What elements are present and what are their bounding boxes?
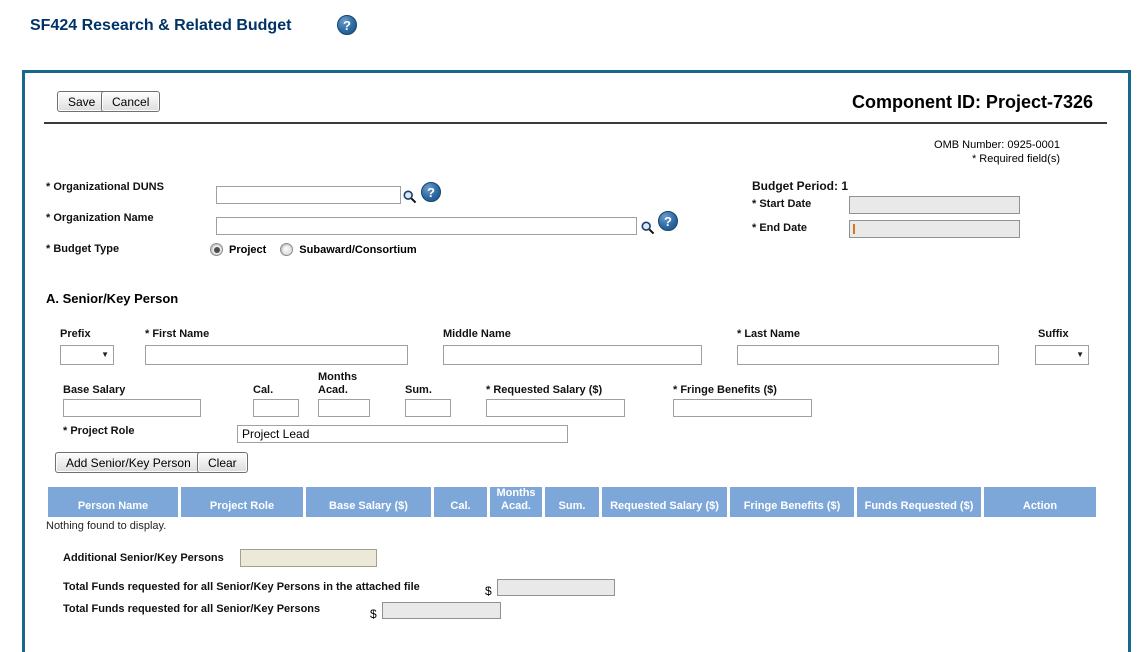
col-fringe-benefits: Fringe Benefits ($) [730,487,854,517]
suffix-select[interactable]: ▼ [1035,345,1089,365]
persons-table-header: Person Name Project Role Base Salary ($)… [48,487,1096,517]
col-sum: Sum. [545,487,599,517]
base-salary-label: Base Salary [63,384,126,396]
col-requested-salary: Requested Salary ($) [602,487,727,517]
cal-label: Cal. [253,384,274,396]
end-date-input[interactable] [849,220,1020,238]
text-cursor [853,224,855,234]
acad-label: Acad. [318,384,348,396]
chevron-down-icon: ▼ [101,350,109,359]
acad-months-input[interactable] [318,399,370,417]
component-id: Component ID: Project-7326 [851,92,1093,112]
page-title: SF424 Research & Related Budget [30,17,292,34]
prefix-select[interactable]: ▼ [60,345,114,365]
project-role-input[interactable] [237,425,568,443]
budget-type-label: * Budget Type [46,243,120,255]
org-name-help-icon[interactable]: ? [658,211,678,231]
middle-name-label: Middle Name [443,328,511,340]
first-name-label: * First Name [145,328,210,340]
all-persons-total-label: Total Funds requested for all Senior/Key… [63,603,321,615]
col-action: Action [984,487,1096,517]
currency-symbol: $ [485,584,492,598]
chevron-down-icon: ▼ [1076,350,1084,359]
last-name-label: * Last Name [737,328,800,340]
duns-search-icon[interactable] [403,190,417,209]
fringe-benefits-label: * Fringe Benefits ($) [673,384,777,396]
col-base-salary: Base Salary ($) [306,487,431,517]
org-name-label: * Organization Name [46,212,154,224]
col-months-acad: Months Acad. [490,487,542,517]
prefix-label: Prefix [60,328,91,340]
duns-help-icon[interactable]: ? [421,182,441,202]
last-name-input[interactable] [737,345,999,365]
save-button[interactable]: Save [57,91,107,112]
attached-file-total-input[interactable] [497,579,615,596]
start-date-input[interactable] [849,196,1020,214]
fringe-benefits-input[interactable] [673,399,812,417]
col-project-role: Project Role [181,487,303,517]
cal-months-input[interactable] [253,399,299,417]
base-salary-input[interactable] [63,399,201,417]
suffix-label: Suffix [1038,328,1069,340]
requested-salary-label: * Requested Salary ($) [486,384,603,396]
col-cal: Cal. [434,487,487,517]
duns-input[interactable] [216,186,401,204]
duns-label: * Organizational DUNS [46,181,164,193]
sum-label: Sum. [405,384,432,396]
add-senior-key-person-button[interactable]: Add Senior/Key Person [55,452,202,473]
currency-symbol: $ [370,607,377,621]
clear-button[interactable]: Clear [197,452,248,473]
budget-type-radio-project[interactable] [210,243,223,256]
additional-persons-label: Additional Senior/Key Persons [63,552,224,564]
start-date-label: * Start Date [752,198,812,210]
col-funds-requested: Funds Requested ($) [857,487,981,517]
project-role-label: * Project Role [63,425,135,437]
page-help-icon[interactable]: ? [337,15,357,35]
attached-file-total-label: Total Funds requested for all Senior/Key… [63,581,420,593]
budget-type-radio-group: Project Subaward/Consortium [210,243,431,256]
additional-persons-input[interactable] [240,549,377,567]
cancel-button[interactable]: Cancel [101,91,161,112]
org-name-search-icon[interactable] [641,221,655,240]
budget-type-option-project-label: Project [229,243,267,256]
requested-salary-input[interactable] [486,399,625,417]
header-divider [44,122,1107,124]
all-persons-total-input[interactable] [382,602,501,619]
org-name-input[interactable] [216,217,637,235]
table-empty-message: Nothing found to display. [46,520,167,532]
end-date-label: * End Date [752,222,808,234]
sum-months-input[interactable] [405,399,451,417]
budget-type-option-subaward-label: Subaward/Consortium [299,243,417,256]
section-a-heading: A. Senior/Key Person [46,291,179,306]
months-label: Months [318,371,358,383]
col-person-name: Person Name [48,487,178,517]
first-name-input[interactable] [145,345,408,365]
budget-period-label: Budget Period: 1 [752,179,849,193]
middle-name-input[interactable] [443,345,702,365]
required-note: * Required field(s) [971,153,1060,165]
omb-number: OMB Number: 0925-0001 [934,139,1060,151]
budget-type-radio-subaward[interactable] [280,243,294,256]
